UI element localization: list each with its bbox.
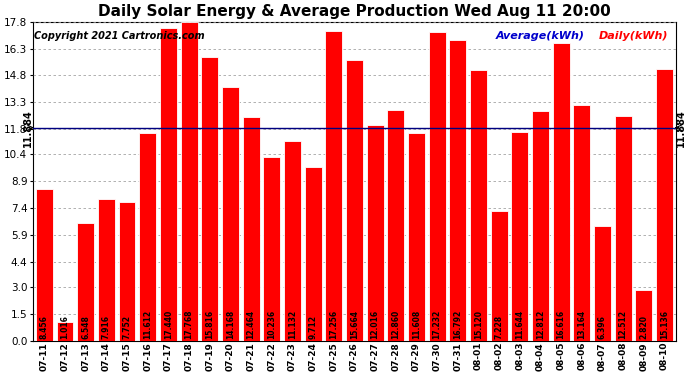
Text: 12.860: 12.860 — [391, 309, 400, 339]
Text: 11.884: 11.884 — [676, 109, 686, 147]
Bar — [98, 199, 115, 340]
Bar — [57, 322, 74, 340]
Text: 9.712: 9.712 — [308, 315, 317, 339]
Text: 7.752: 7.752 — [123, 315, 132, 339]
Bar — [594, 226, 611, 340]
Bar — [387, 110, 404, 340]
Text: 11.608: 11.608 — [412, 309, 421, 339]
Text: Copyright 2021 Cartronics.com: Copyright 2021 Cartronics.com — [34, 31, 205, 41]
Text: 13.164: 13.164 — [578, 310, 586, 339]
Text: 8.456: 8.456 — [40, 315, 49, 339]
Bar — [532, 111, 549, 340]
Text: 15.664: 15.664 — [350, 310, 359, 339]
Bar — [635, 290, 652, 340]
Bar — [243, 117, 259, 340]
Text: 6.396: 6.396 — [598, 315, 607, 339]
Bar — [304, 166, 322, 340]
Text: 15.816: 15.816 — [205, 310, 214, 339]
Bar — [615, 117, 631, 340]
Bar — [119, 202, 135, 340]
Bar — [181, 22, 197, 340]
Text: 11.612: 11.612 — [144, 310, 152, 339]
Text: 14.168: 14.168 — [226, 309, 235, 339]
Text: 12.512: 12.512 — [619, 310, 628, 339]
Bar — [449, 40, 466, 340]
Title: Daily Solar Energy & Average Production Wed Aug 11 20:00: Daily Solar Energy & Average Production … — [98, 4, 611, 19]
Bar — [77, 223, 94, 340]
Bar — [139, 133, 156, 340]
Text: 7.916: 7.916 — [102, 315, 111, 339]
Text: 2.820: 2.820 — [640, 315, 649, 339]
Text: 11.644: 11.644 — [515, 310, 524, 339]
Bar — [573, 105, 590, 340]
Text: 11.884: 11.884 — [23, 109, 33, 147]
Text: 12.464: 12.464 — [246, 310, 255, 339]
Bar — [366, 125, 384, 341]
Text: 16.792: 16.792 — [453, 309, 462, 339]
Bar — [325, 32, 342, 340]
Bar — [36, 189, 53, 340]
Text: 17.256: 17.256 — [329, 310, 338, 339]
Bar — [553, 43, 569, 340]
Bar — [222, 87, 239, 340]
Text: 6.548: 6.548 — [81, 315, 90, 339]
Bar — [428, 32, 446, 340]
Text: 11.132: 11.132 — [288, 310, 297, 339]
Text: 1.016: 1.016 — [61, 315, 70, 339]
Bar — [284, 141, 301, 340]
Text: 16.616: 16.616 — [557, 310, 566, 339]
Bar — [470, 70, 487, 340]
Bar — [346, 60, 363, 340]
Text: Daily(kWh): Daily(kWh) — [599, 31, 668, 41]
Bar — [491, 211, 508, 340]
Bar — [656, 69, 673, 341]
Text: 17.768: 17.768 — [184, 309, 193, 339]
Bar — [264, 157, 280, 340]
Text: 17.440: 17.440 — [164, 309, 173, 339]
Text: 15.136: 15.136 — [660, 310, 669, 339]
Text: 12.812: 12.812 — [536, 309, 545, 339]
Text: 15.120: 15.120 — [474, 310, 483, 339]
Bar — [511, 132, 529, 340]
Text: Average(kWh): Average(kWh) — [496, 31, 585, 41]
Text: 7.228: 7.228 — [495, 315, 504, 339]
Text: 12.016: 12.016 — [371, 310, 380, 339]
Bar — [201, 57, 218, 340]
Bar — [160, 28, 177, 340]
Bar — [408, 133, 425, 340]
Text: 17.232: 17.232 — [433, 309, 442, 339]
Text: 10.236: 10.236 — [267, 310, 276, 339]
